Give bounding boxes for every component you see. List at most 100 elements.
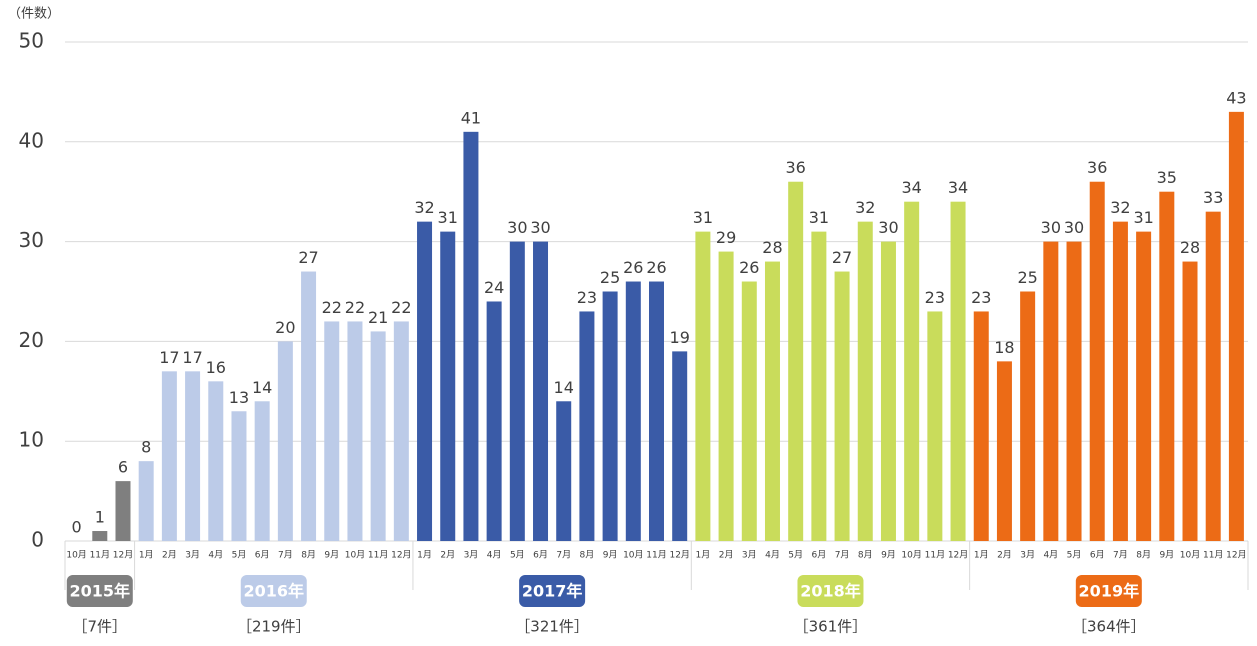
x-tick-label: 8月: [858, 550, 873, 561]
x-tick-label: 9月: [1159, 550, 1174, 561]
y-tick-label: 20: [19, 328, 44, 352]
bar: [764, 261, 780, 541]
bar: [579, 311, 595, 541]
x-tick-label: 4月: [1043, 550, 1058, 561]
value-label: 14: [554, 378, 574, 397]
value-label: 30: [878, 218, 898, 237]
value-label: 28: [762, 238, 782, 257]
x-tick-label: 3月: [1020, 550, 1035, 561]
x-tick-label: 8月: [580, 550, 595, 561]
x-tick-label: 7月: [278, 550, 293, 561]
x-tick-label: 2月: [440, 550, 455, 561]
bar: [440, 231, 456, 541]
bar: [533, 241, 549, 541]
year-total: ［7件］: [73, 618, 128, 636]
value-label: 27: [298, 248, 318, 267]
x-tick-label: 10月: [901, 550, 921, 561]
x-tick-label: 2月: [719, 550, 734, 561]
bar: [370, 331, 386, 541]
bar: [1182, 261, 1198, 541]
bar: [185, 371, 201, 541]
x-tick-label: 3月: [464, 550, 479, 561]
bar: [509, 241, 525, 541]
bar: [602, 291, 618, 541]
value-label: 33: [1203, 188, 1223, 207]
bar: [649, 281, 664, 541]
bar: [695, 231, 711, 541]
bar: [996, 361, 1012, 541]
value-label: 14: [252, 378, 272, 397]
value-label: 32: [414, 198, 434, 217]
x-tick-label: 9月: [881, 550, 896, 561]
bar: [741, 281, 757, 541]
bar: [254, 401, 270, 541]
x-tick-label: 12月: [1226, 550, 1246, 561]
x-tick-label: 5月: [232, 550, 247, 561]
value-label: 41: [461, 108, 481, 127]
bar: [880, 241, 896, 541]
x-tick-label: 4月: [208, 550, 223, 561]
x-tick-label: 10月: [1180, 550, 1200, 561]
bar: [788, 181, 804, 541]
y-axis-label: （件数）: [8, 7, 60, 22]
x-tick-label: 6月: [533, 550, 548, 561]
value-label: 30: [1041, 218, 1061, 237]
x-tick-label: 1月: [974, 550, 989, 561]
bar: [625, 281, 641, 541]
value-label: 22: [391, 298, 411, 317]
value-label: 24: [484, 278, 504, 297]
value-label: 30: [1064, 218, 1084, 237]
x-tick-label: 4月: [765, 550, 780, 561]
value-label: 26: [623, 258, 643, 277]
year-badge: [66, 575, 133, 607]
year-badge: [240, 575, 307, 607]
year-label: 2018年: [800, 582, 861, 601]
value-label: 18: [994, 338, 1014, 357]
value-label: 13: [229, 388, 249, 407]
value-label: 23: [925, 288, 945, 307]
bar: [1020, 291, 1036, 541]
y-tick-label: 10: [19, 428, 44, 452]
x-tick-label: 11月: [368, 550, 388, 561]
bar: [161, 371, 177, 541]
year-badge: [1075, 575, 1142, 607]
bar: [1043, 241, 1059, 541]
x-tick-label: 7月: [835, 550, 850, 561]
value-label: 34: [901, 178, 921, 197]
x-tick-label: 2月: [997, 550, 1012, 561]
value-label: 20: [275, 318, 295, 337]
x-tick-label: 1月: [696, 550, 711, 561]
value-label: 19: [670, 328, 690, 347]
bar: [1228, 111, 1244, 542]
x-tick-label: 3月: [185, 550, 200, 561]
bar: [301, 271, 317, 541]
value-label: 32: [855, 198, 875, 217]
x-tick-label: 2月: [162, 550, 177, 561]
value-label: 27: [832, 248, 852, 267]
x-tick-label: 8月: [301, 550, 316, 561]
value-label: 6: [118, 458, 128, 477]
bar: [1089, 181, 1105, 541]
value-label: 30: [530, 218, 550, 237]
bar: [92, 531, 108, 541]
x-tick-label: 9月: [324, 550, 339, 561]
year-label: 2016年: [243, 582, 304, 601]
value-label: 1: [95, 508, 105, 527]
value-label: 25: [1017, 268, 1037, 287]
bar: [904, 201, 920, 541]
year-total: ［364件］: [1072, 618, 1146, 636]
bar: [277, 341, 293, 541]
bar: [1159, 191, 1175, 541]
bar: [1136, 231, 1152, 541]
x-tick-label: 6月: [812, 550, 827, 561]
bar: [231, 411, 247, 541]
x-tick-label: 12月: [948, 550, 968, 561]
x-tick-label: 12月: [391, 550, 411, 561]
year-total: ［361件］: [794, 618, 868, 636]
bar: [138, 461, 154, 541]
year-total: ［321件］: [515, 618, 589, 636]
x-tick-label: 3月: [742, 550, 757, 561]
x-tick-label: 6月: [255, 550, 270, 561]
bar: [347, 321, 363, 541]
